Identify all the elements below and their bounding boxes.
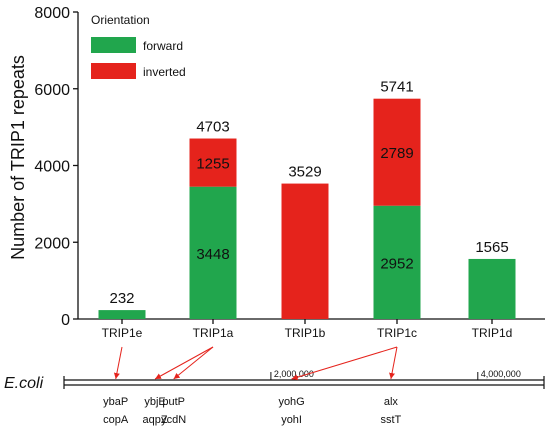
axes: 0 2000 4000 6000 8000 Number of TRIP1 repeats… [8, 5, 545, 340]
y-axis-label: Number of TRIP1 repeats [8, 55, 28, 260]
legend-label-forward: forward [143, 39, 183, 53]
legend-label-inverted: inverted [143, 65, 186, 79]
segment-label-forward: 2952 [380, 255, 413, 272]
x-tick-label: TRIP1d [472, 326, 513, 340]
bar-forward-trip1c [373, 205, 421, 319]
bar-inverted-trip1a [189, 138, 237, 187]
bar-forward-trip1e [98, 310, 146, 319]
x-tick-label: TRIP1e [102, 326, 143, 340]
y-tick-label: 4000 [34, 159, 70, 176]
gene-label: yohI [281, 414, 302, 426]
gene-label: alx [384, 396, 399, 408]
bar-inverted-trip1b [281, 183, 329, 319]
segment-label-inverted: 2789 [380, 145, 413, 162]
genome-map: E.coli 2,000,000 4,000,000 ybaP copA ybjE aqpZ… [4, 346, 545, 426]
legend-swatch-forward [91, 37, 136, 53]
gene-label: aqpZ [142, 414, 167, 426]
locus-arrow [113, 346, 123, 380]
gene-label: putP [162, 396, 185, 408]
gene-label: yohG [278, 396, 304, 408]
gene-label: ycdN [161, 414, 186, 426]
bar-forward-trip1d [468, 258, 516, 319]
y-tick-label: 8000 [34, 5, 70, 22]
locus-arrow [389, 346, 398, 380]
total-label: 4703 [196, 119, 229, 136]
total-label: 1565 [475, 239, 508, 256]
x-tick-label: TRIP1b [285, 326, 326, 340]
locus-arrow [291, 346, 398, 381]
total-label: 5741 [380, 79, 413, 96]
genome-scale-label: 2,000,000 [274, 369, 314, 379]
bar-forward-trip1a [189, 186, 237, 319]
gene-label: ybaP [103, 396, 128, 408]
x-tick-label: TRIP1c [377, 326, 417, 340]
y-tick-label: 2000 [34, 235, 70, 252]
total-label: 3529 [288, 164, 321, 181]
y-tick-label: 6000 [34, 82, 70, 99]
y-tick-label: 0 [61, 312, 70, 329]
bars: 232 3448 1255 4703 3529 2952 2789 5741 1565 [98, 79, 516, 319]
legend-title: Orientation [91, 13, 150, 27]
segment-label-inverted: 1255 [196, 156, 229, 173]
organism-label: E.coli [4, 375, 44, 392]
segment-label-forward: 3448 [196, 246, 229, 263]
total-label: 232 [109, 290, 134, 307]
gene-label: ybjE [144, 396, 165, 408]
x-tick-label: TRIP1a [193, 326, 234, 340]
bar-inverted-trip1c [373, 98, 421, 206]
genome-scale-label: 4,000,000 [481, 369, 521, 379]
locus-arrow [173, 346, 214, 380]
locus-arrow [154, 346, 214, 380]
legend: Orientation forward inverted [91, 13, 186, 79]
gene-label: copA [103, 414, 129, 426]
legend-swatch-inverted [91, 63, 136, 79]
gene-label: sstT [381, 414, 402, 426]
